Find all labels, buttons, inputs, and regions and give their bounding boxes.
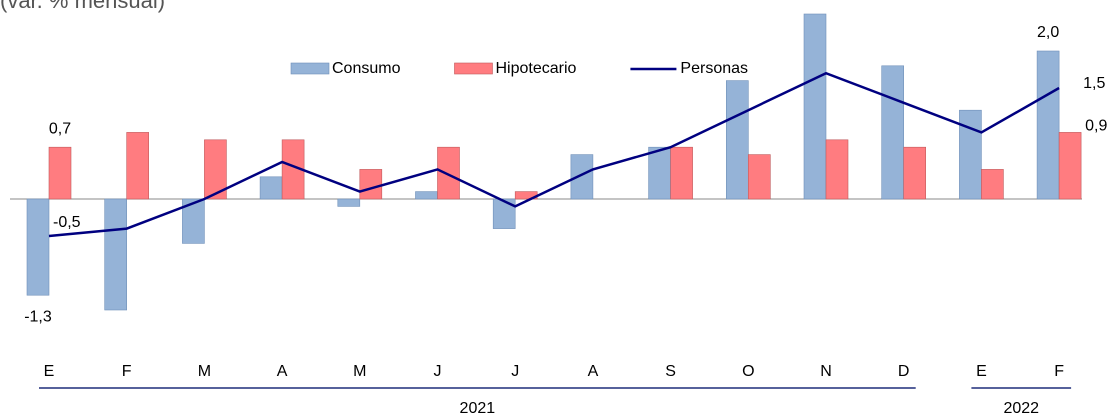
line <box>48 71 1060 238</box>
bar <box>437 146 460 200</box>
bar <box>670 146 693 200</box>
x-tick-label: F <box>1054 363 1064 380</box>
x-tick-label: E <box>976 363 987 380</box>
bar <box>881 65 905 200</box>
data-label: 2,0 <box>1037 24 1059 41</box>
legend-label: Consumo <box>332 60 401 77</box>
bar <box>725 80 749 200</box>
x-tick-label: N <box>820 363 832 380</box>
data-label: -1,3 <box>24 308 52 325</box>
x-tick-label: S <box>665 363 676 380</box>
bar <box>570 154 594 200</box>
bar <box>359 169 383 200</box>
x-tick-label: A <box>277 363 288 380</box>
x-tick-label: J <box>511 363 519 380</box>
data-label: 1,5 <box>1083 75 1105 92</box>
bar <box>959 109 982 200</box>
bar <box>26 198 50 296</box>
group-label: 2021 <box>460 400 496 416</box>
bar <box>825 139 849 200</box>
bar <box>803 13 827 200</box>
bar <box>648 146 671 200</box>
bar <box>259 176 283 200</box>
data-label: -0,5 <box>53 214 81 231</box>
x-tick-label: O <box>742 363 754 380</box>
bar <box>415 191 438 200</box>
x-tick-label: E <box>44 363 55 380</box>
bar <box>337 198 361 207</box>
bar <box>182 198 205 244</box>
legend-label: Hipotecario <box>495 60 576 77</box>
group-label: 2022 <box>1003 400 1039 416</box>
legend-swatch <box>454 62 493 75</box>
bar <box>204 139 227 200</box>
x-tick-label: A <box>588 363 599 380</box>
bar <box>104 198 127 311</box>
bar <box>747 154 771 200</box>
bar <box>903 146 927 200</box>
bar <box>1058 132 1082 200</box>
x-tick-label: D <box>898 363 910 380</box>
x-tick-label: J <box>434 363 442 380</box>
chart-title: (var. % mensual) <box>0 0 165 13</box>
data-label: 0,9 <box>1085 118 1107 135</box>
legend-swatch <box>290 62 330 75</box>
x-tick-label: F <box>122 363 132 380</box>
bar <box>126 132 149 200</box>
data-label: 0,7 <box>49 120 71 137</box>
bar <box>492 198 516 229</box>
x-tick-label: M <box>353 363 366 380</box>
legend-label: Personas <box>680 60 748 77</box>
bar <box>981 169 1004 200</box>
bar <box>1036 50 1060 200</box>
bar <box>48 146 72 200</box>
x-tick-label: M <box>198 363 211 380</box>
